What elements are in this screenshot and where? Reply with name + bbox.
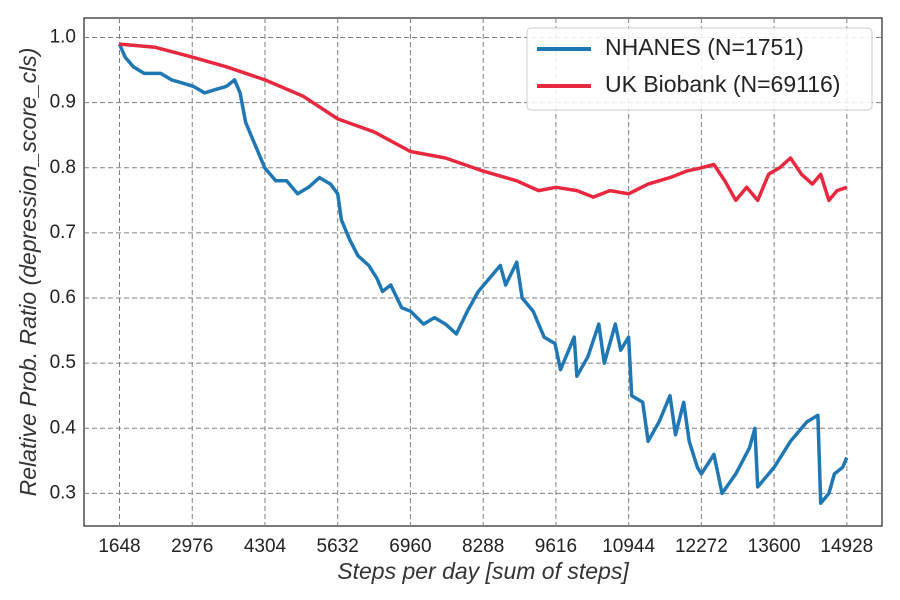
- y-tick-label: 0.4: [50, 417, 77, 438]
- y-tick-label: 0.6: [50, 287, 76, 308]
- legend-label: UK Biobank (N=69116): [605, 71, 840, 97]
- y-tick-label: 1.0: [50, 27, 76, 48]
- y-tick-label: 0.3: [50, 482, 76, 503]
- y-tick-label: 0.5: [50, 352, 76, 373]
- y-tick-label: 0.8: [50, 157, 76, 178]
- series-line: [117, 43, 849, 505]
- x-tick-label: 12272: [675, 536, 728, 557]
- y-axis-label: Relative Prob. Ratio (depression_score_c…: [15, 48, 41, 497]
- y-tick-label: 0.7: [50, 222, 76, 243]
- x-tick-label: 4304: [244, 536, 287, 557]
- x-tick-label: 8288: [462, 536, 504, 557]
- x-tick-label: 2976: [171, 536, 213, 557]
- x-tick-label: 14928: [820, 536, 873, 557]
- x-tick-label: 5632: [317, 536, 359, 557]
- x-tick-label: 1648: [98, 536, 140, 557]
- x-tick-label: 9616: [535, 536, 577, 557]
- legend-label: NHANES (N=1751): [605, 34, 804, 60]
- series-line: [119, 42, 848, 203]
- legend-box: [526, 27, 873, 111]
- y-tick-label: 0.9: [50, 92, 76, 113]
- x-tick-label: 6960: [389, 536, 431, 557]
- x-tick-label: 10944: [602, 536, 655, 557]
- x-axis-label: Steps per day [sum of steps]: [337, 558, 629, 584]
- x-tick-label: 13600: [748, 536, 801, 557]
